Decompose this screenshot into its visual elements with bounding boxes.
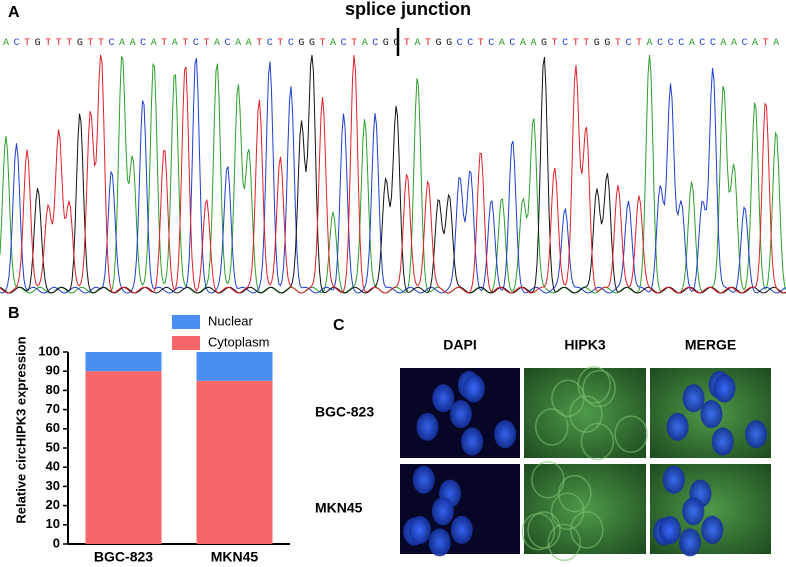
nucleus <box>658 516 681 545</box>
y-tick-label: 20 <box>46 497 60 512</box>
cell <box>570 511 604 549</box>
legend-label: Cytoplasm <box>208 334 269 349</box>
panel-label: B <box>8 305 20 322</box>
trace-line <box>0 54 786 294</box>
nucleus <box>666 412 689 441</box>
panel-label: C <box>333 317 345 334</box>
x-tick-label: BGC-823 <box>94 549 153 565</box>
trace-line <box>0 54 786 294</box>
nucleus <box>682 384 705 413</box>
nucleus <box>461 427 484 456</box>
nucleus <box>408 516 431 545</box>
legend-swatch <box>172 315 200 329</box>
x-tick-label: MKN45 <box>211 549 259 565</box>
nucleus <box>450 515 473 544</box>
nucleus <box>711 427 734 456</box>
nucleus <box>432 384 455 413</box>
column-header: HIPK3 <box>564 337 605 353</box>
bar-chart: 0 10 20 30 40 50 60 70 80 90 100 BGC-823 MKN45 Nuclea… <box>38 313 290 565</box>
bar-segment <box>85 371 162 544</box>
cell <box>577 366 611 404</box>
cell <box>550 492 585 531</box>
nucleus <box>449 400 472 429</box>
bar-segment <box>196 352 273 381</box>
y-tick-label: 80 <box>46 382 60 397</box>
bar-segment <box>196 380 273 544</box>
nucleus <box>412 465 435 494</box>
cell <box>569 395 603 433</box>
nucleus <box>679 528 702 557</box>
nucleus <box>745 420 768 449</box>
cell <box>531 460 565 499</box>
panel-title: splice junction <box>345 0 471 19</box>
row-label: BGC-823 <box>315 404 374 420</box>
nucleus <box>701 515 724 544</box>
cell <box>580 422 615 461</box>
chromatogram <box>0 54 786 294</box>
y-tick-label: 0 <box>53 535 60 550</box>
column-header: DAPI <box>443 337 476 353</box>
panel-label: A <box>8 4 20 21</box>
nucleus <box>713 374 736 403</box>
y-tick-label: 40 <box>46 459 60 474</box>
y-tick-label: 30 <box>46 478 60 493</box>
y-tick-label: 90 <box>46 363 60 378</box>
nucleus <box>662 465 685 494</box>
nucleus <box>494 420 517 449</box>
column-header: MERGE <box>685 337 736 353</box>
nucleus <box>416 412 439 441</box>
legend-swatch <box>172 336 200 350</box>
nucleus <box>700 400 723 429</box>
y-tick-label: 50 <box>46 439 60 454</box>
cell <box>535 408 569 446</box>
y-axis-label: Relative circHIPK3 expression <box>13 336 28 523</box>
micrograph <box>524 464 646 554</box>
cell <box>527 511 561 549</box>
bar-segment <box>85 352 162 372</box>
cell <box>547 523 582 562</box>
y-tick-label: 100 <box>38 343 60 358</box>
cell <box>614 415 648 453</box>
nucleus <box>682 497 705 526</box>
nucleus <box>462 374 485 403</box>
cell <box>582 369 616 408</box>
micrographs: DAPI HIPK3 MERGE BGC-823 MKN45 <box>315 337 771 562</box>
y-tick-label: 70 <box>46 401 60 416</box>
y-tick-label: 60 <box>46 420 60 435</box>
y-tick-label: 10 <box>46 516 60 531</box>
nucleus <box>431 497 454 526</box>
nucleus <box>428 528 451 557</box>
row-label: MKN45 <box>315 500 363 516</box>
legend-label: Nuclear <box>208 313 253 328</box>
